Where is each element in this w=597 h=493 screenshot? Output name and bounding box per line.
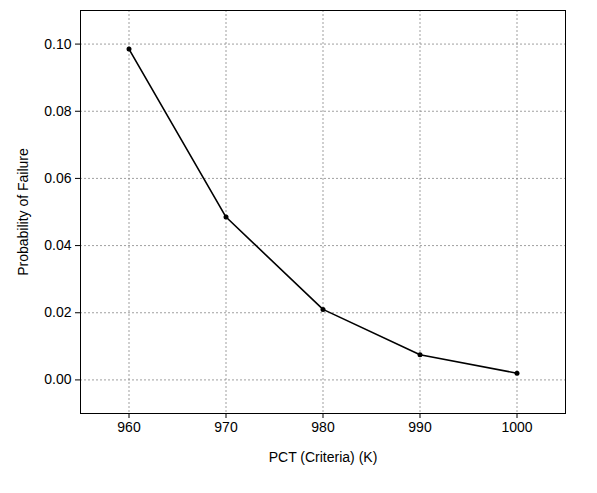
svg-text:960: 960: [117, 419, 141, 435]
svg-text:PCT (Criteria) (K): PCT (Criteria) (K): [269, 449, 378, 465]
svg-text:970: 970: [214, 419, 238, 435]
svg-text:0.02: 0.02: [44, 304, 71, 320]
svg-text:0.10: 0.10: [44, 36, 71, 52]
svg-text:0.08: 0.08: [44, 103, 71, 119]
svg-text:0.06: 0.06: [44, 170, 71, 186]
svg-text:Probability of Failure: Probability of Failure: [15, 148, 31, 276]
svg-text:1000: 1000: [501, 419, 532, 435]
svg-text:990: 990: [408, 419, 432, 435]
svg-text:0.04: 0.04: [44, 237, 71, 253]
svg-text:980: 980: [311, 419, 335, 435]
svg-text:0.00: 0.00: [44, 371, 71, 387]
